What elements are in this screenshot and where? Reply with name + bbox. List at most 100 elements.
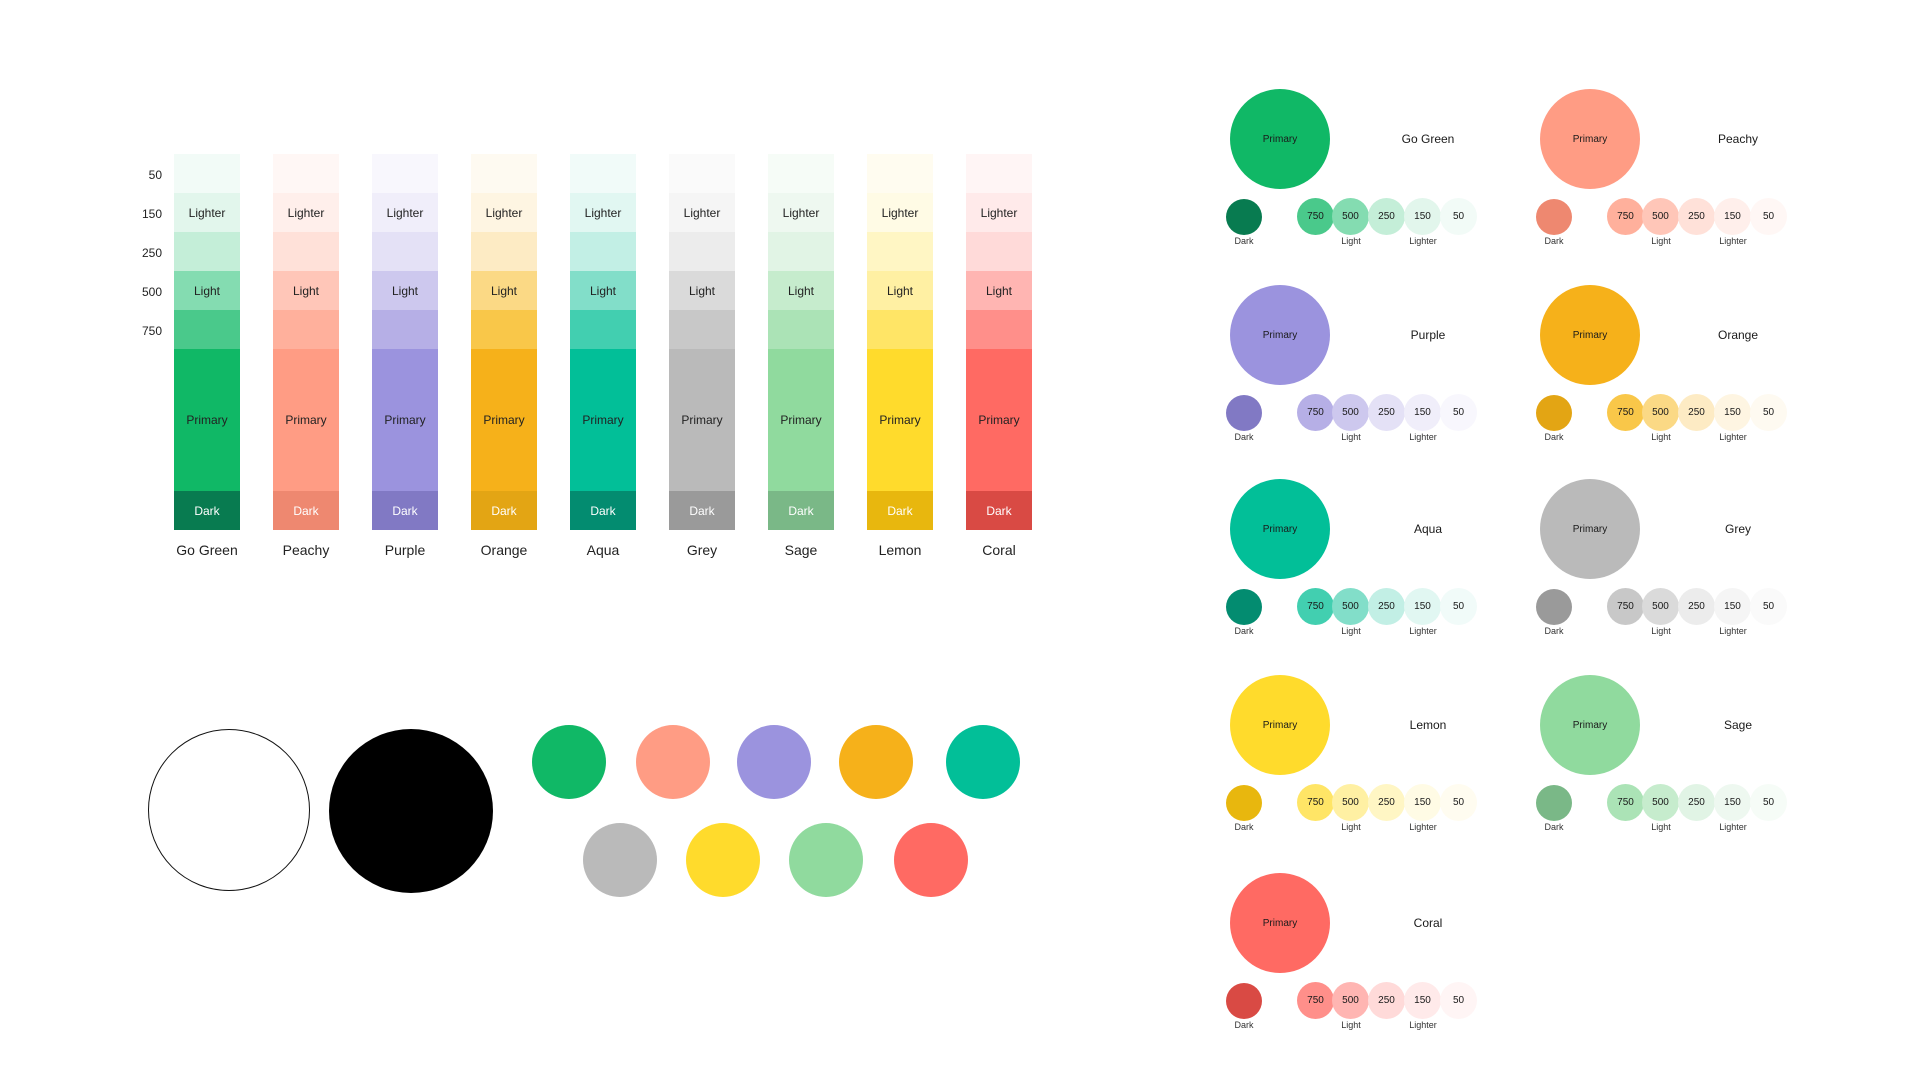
dark-circle-peachy: [1536, 199, 1572, 235]
palette-column-coral: Lighter Light Primary Dark: [966, 154, 1032, 530]
scale-label-750: 750: [141, 324, 162, 338]
card-title-lemon: Lemon: [1409, 718, 1447, 732]
dark-circle-sage: [1536, 785, 1572, 821]
swatch-lemon-dark: Dark: [867, 491, 933, 530]
swatch-grey-primary: Primary: [669, 349, 735, 491]
swatch-go-green-primary: Primary: [174, 349, 240, 491]
palette-name-lemon: Lemon: [878, 542, 922, 558]
tint-aqua-50: 50: [1440, 588, 1477, 625]
palette-name-grey: Grey: [686, 542, 718, 558]
palette-column-peachy: Lighter Light Primary Dark: [273, 154, 339, 530]
lighter-caption-orange: Lighter: [1719, 432, 1747, 442]
tint-go-green-250: 250: [1368, 198, 1405, 235]
dark-circle-go-green: [1226, 199, 1262, 235]
palette-name-orange: Orange: [480, 542, 528, 558]
tint-orange-250: 250: [1678, 394, 1715, 431]
light-caption-purple: Light: [1341, 432, 1361, 442]
swatch-aqua-dark: Dark: [570, 491, 636, 530]
swatch-peachy-50: [273, 154, 339, 193]
swatch-orange-500: Light: [471, 271, 537, 310]
light-caption-coral: Light: [1341, 1020, 1361, 1030]
palette-card-orange: Primary Orange Dark 750 500 250 150 50 Light Ligh…: [1536, 285, 1840, 455]
dark-circle-grey: [1536, 589, 1572, 625]
swatch-coral-primary: Primary: [966, 349, 1032, 491]
swatch-grey-750: [669, 310, 735, 349]
swatch-go-green-500: Light: [174, 271, 240, 310]
card-title-purple: Purple: [1410, 328, 1446, 342]
tint-grey-750: 750: [1607, 588, 1644, 625]
dot-orange: [839, 725, 913, 799]
swatch-coral-150: Lighter: [966, 193, 1032, 232]
palette-name-coral: Coral: [982, 542, 1016, 558]
lighter-caption-purple: Lighter: [1409, 432, 1437, 442]
card-title-grey: Grey: [1724, 522, 1751, 536]
tint-peachy-50: 50: [1750, 198, 1787, 235]
swatch-lemon-150: Lighter: [867, 193, 933, 232]
swatch-peachy-150: Lighter: [273, 193, 339, 232]
tint-go-green-750: 750: [1297, 198, 1334, 235]
lighter-caption-peachy: Lighter: [1719, 236, 1747, 246]
swatch-aqua-50: [570, 154, 636, 193]
light-caption-aqua: Light: [1341, 626, 1361, 636]
dot-sage: [789, 823, 863, 897]
dark-caption-sage: Dark: [1544, 822, 1564, 832]
dot-coral: [894, 823, 968, 897]
tint-peachy-750: 750: [1607, 198, 1644, 235]
swatch-grey-150: Lighter: [669, 193, 735, 232]
tint-grey-250: 250: [1678, 588, 1715, 625]
palette-column-purple: Lighter Light Primary Dark: [372, 154, 438, 530]
swatch-sage-50: [768, 154, 834, 193]
tint-purple-750: 750: [1297, 394, 1334, 431]
black-circle: [329, 729, 493, 893]
swatch-aqua-750: [570, 310, 636, 349]
swatch-sage-750: [768, 310, 834, 349]
swatch-purple-500: Light: [372, 271, 438, 310]
primary-circle-orange: Primary: [1540, 285, 1640, 385]
dot-lemon: [686, 823, 760, 897]
swatch-peachy-primary: Primary: [273, 349, 339, 491]
dark-caption-purple: Dark: [1234, 432, 1254, 442]
dark-caption-peachy: Dark: [1544, 236, 1564, 246]
swatch-grey-dark: Dark: [669, 491, 735, 530]
tint-purple-150: 150: [1404, 394, 1441, 431]
tint-peachy-250: 250: [1678, 198, 1715, 235]
palette-card-grey: Primary Grey Dark 750 500 250 150 50 Light Lighte…: [1536, 479, 1840, 649]
palette-name-aqua: Aqua: [586, 542, 620, 558]
swatch-lemon-250: [867, 232, 933, 271]
palette-name-purple: Purple: [384, 542, 426, 558]
palette-name-peachy: Peachy: [282, 542, 330, 558]
lighter-caption-lemon: Lighter: [1409, 822, 1437, 832]
white-circle: [148, 729, 310, 891]
swatch-grey-250: [669, 232, 735, 271]
tint-purple-250: 250: [1368, 394, 1405, 431]
swatch-go-green-50: [174, 154, 240, 193]
tint-grey-50: 50: [1750, 588, 1787, 625]
swatch-go-green-750: [174, 310, 240, 349]
card-title-sage: Sage: [1723, 718, 1753, 732]
tint-aqua-750: 750: [1297, 588, 1334, 625]
primary-circle-lemon: Primary: [1230, 675, 1330, 775]
dark-caption-coral: Dark: [1234, 1020, 1254, 1030]
tint-go-green-500: 500: [1332, 198, 1369, 235]
swatch-peachy-250: [273, 232, 339, 271]
swatch-grey-50: [669, 154, 735, 193]
tint-lemon-250: 250: [1368, 784, 1405, 821]
card-title-aqua: Aqua: [1413, 522, 1443, 536]
swatch-peachy-500: Light: [273, 271, 339, 310]
dark-caption-aqua: Dark: [1234, 626, 1254, 636]
tint-sage-50: 50: [1750, 784, 1787, 821]
tint-sage-150: 150: [1714, 784, 1751, 821]
palette-column-sage: Lighter Light Primary Dark: [768, 154, 834, 530]
light-caption-lemon: Light: [1341, 822, 1361, 832]
tint-go-green-50: 50: [1440, 198, 1477, 235]
lighter-caption-grey: Lighter: [1719, 626, 1747, 636]
tint-go-green-150: 150: [1404, 198, 1441, 235]
swatch-lemon-primary: Primary: [867, 349, 933, 491]
swatch-lemon-50: [867, 154, 933, 193]
swatch-purple-750: [372, 310, 438, 349]
swatch-go-green-dark: Dark: [174, 491, 240, 530]
swatch-orange-50: [471, 154, 537, 193]
swatch-sage-dark: Dark: [768, 491, 834, 530]
swatch-purple-50: [372, 154, 438, 193]
